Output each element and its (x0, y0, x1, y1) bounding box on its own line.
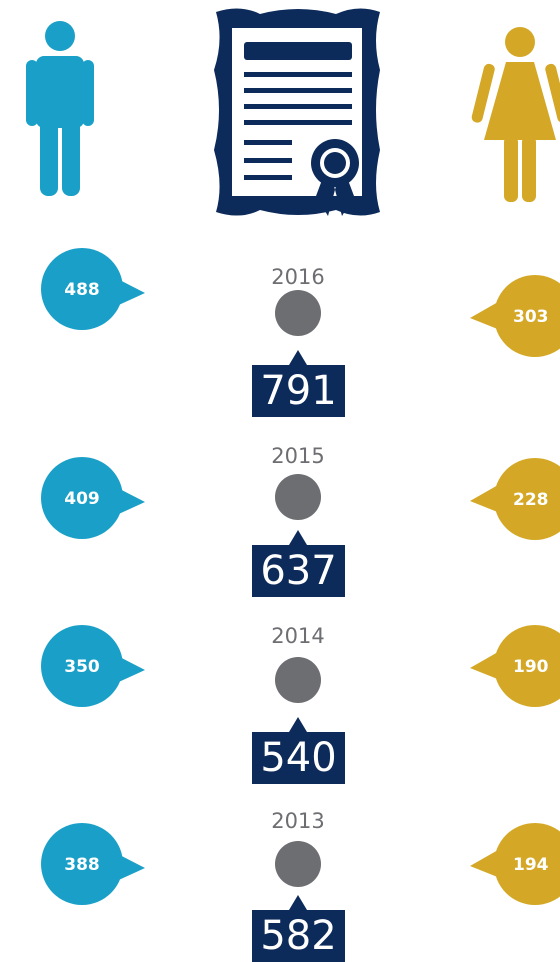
woman-icon (471, 27, 560, 202)
total-box (252, 365, 345, 417)
certificate-icon (214, 8, 380, 216)
men-bubble (41, 823, 123, 905)
year-label: 2016 (271, 265, 324, 289)
total-box (252, 545, 345, 597)
men-value: 488 (64, 280, 100, 300)
year-label: 2013 (271, 809, 324, 833)
total-value: 582 (260, 913, 336, 959)
men-bubble (41, 248, 123, 330)
year-label: 2014 (271, 624, 324, 648)
women-bubble (494, 275, 560, 357)
total-value: 637 (260, 548, 336, 594)
total-pointer (289, 717, 307, 732)
men-value: 409 (64, 489, 100, 509)
year-dot (275, 474, 321, 520)
total-value: 791 (260, 368, 336, 414)
women-value: 228 (513, 490, 549, 510)
man-icon (26, 21, 94, 196)
total-pointer (289, 350, 307, 365)
year-label: 2015 (271, 444, 324, 468)
women-bubble (494, 458, 560, 540)
women-bubble (494, 823, 560, 905)
women-value: 303 (513, 307, 549, 327)
women-bubble (494, 625, 560, 707)
total-box (252, 910, 345, 962)
total-pointer (289, 530, 307, 545)
men-bubble (41, 625, 123, 707)
men-value: 350 (64, 657, 100, 677)
year-dot (275, 657, 321, 703)
rows: 2016 791 488 303 2015 637 409 228 2014 540 350 190 2… (41, 248, 560, 962)
women-value: 190 (513, 657, 549, 677)
year-dot (275, 290, 321, 336)
total-value: 540 (260, 735, 336, 781)
year-dot (275, 841, 321, 887)
total-pointer (289, 895, 307, 910)
men-bubble (41, 457, 123, 539)
total-box (252, 732, 345, 784)
women-value: 194 (513, 855, 549, 875)
men-value: 388 (64, 855, 100, 875)
